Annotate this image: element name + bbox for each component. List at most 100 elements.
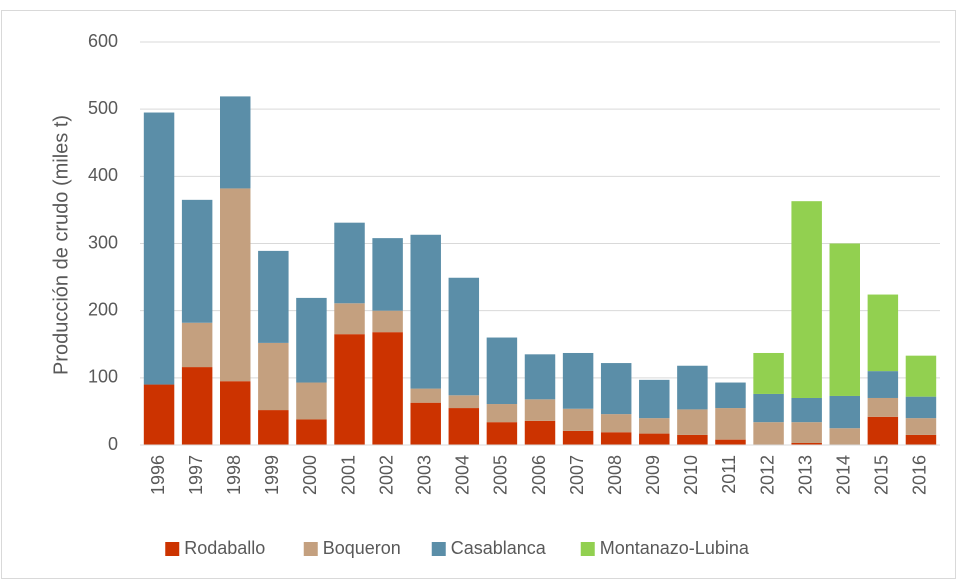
bar-segment	[524, 354, 556, 400]
x-tick-label: 2000	[300, 455, 320, 495]
bar-segment	[448, 395, 480, 409]
x-tick-label: 2004	[453, 455, 473, 495]
y-tick-label: 500	[88, 98, 118, 118]
bar-segment	[867, 397, 899, 417]
bar-segment	[372, 310, 403, 333]
bar-segment	[600, 363, 632, 415]
x-tick-label: 2011	[719, 455, 739, 494]
x-tick-label: 2012	[757, 455, 777, 495]
x-tick-label: 2014	[834, 455, 854, 495]
bar-segment	[220, 188, 251, 382]
bar-segment	[334, 303, 365, 335]
y-axis-title: Producción de crudo (miles t)	[50, 115, 72, 375]
x-tick-label: 2009	[643, 455, 663, 495]
x-tick-label: 2013	[795, 455, 815, 495]
bar-segment	[372, 332, 403, 445]
bar-segment	[905, 418, 937, 435]
bar-segment	[524, 420, 556, 445]
bar-segment	[600, 414, 632, 433]
legend-swatch	[580, 542, 595, 556]
bar-segment	[258, 342, 289, 411]
x-tick-label: 2001	[338, 455, 358, 495]
bar-segment	[410, 234, 441, 389]
bar-segment	[562, 430, 594, 445]
bar-segment	[677, 365, 708, 410]
legend-label: Rodaballo	[184, 538, 265, 558]
bar-segment	[867, 371, 899, 398]
bar-segment	[258, 250, 289, 343]
bar-segment	[867, 294, 899, 372]
bar-segment	[334, 334, 365, 445]
bar-segment	[296, 419, 327, 445]
bar-segment	[143, 112, 175, 385]
x-tick-label: 1998	[224, 455, 244, 495]
bar-segment	[486, 404, 518, 423]
y-tick-label: 400	[88, 165, 118, 185]
bar-segment	[829, 243, 860, 396]
legend-label: Montanazo-Lubina	[600, 538, 750, 558]
bar-segment	[905, 355, 937, 397]
bar-segment	[639, 433, 670, 445]
legend-swatch	[165, 542, 180, 556]
bar-segment	[562, 352, 594, 409]
bar-segment	[791, 422, 822, 443]
bar-segment	[181, 199, 213, 323]
bar-segment	[753, 352, 784, 394]
x-tick-label: 2003	[414, 455, 434, 495]
bar-segment	[905, 396, 937, 419]
bar-segment	[143, 384, 175, 445]
bar-segment	[258, 410, 289, 445]
x-tick-label: 1999	[262, 455, 282, 495]
x-tick-label: 2006	[529, 455, 549, 495]
bar-segment	[791, 397, 822, 423]
bar-segment	[448, 408, 480, 445]
bar-segment	[639, 418, 670, 434]
legend-label: Casablanca	[451, 538, 547, 558]
bar-segment	[791, 442, 822, 445]
legend-swatch	[303, 542, 318, 556]
bar-segment	[829, 395, 860, 429]
bar-segment	[715, 439, 746, 445]
bar-segment	[486, 337, 518, 405]
bar-segment	[220, 381, 251, 445]
bar-segment	[639, 379, 670, 419]
y-tick-label: 0	[108, 434, 118, 454]
bar-segment	[296, 297, 327, 383]
bar-segment	[829, 428, 860, 445]
x-tick-label: 2010	[681, 455, 701, 495]
bar-segment	[410, 388, 441, 403]
x-tick-label: 1997	[186, 455, 206, 495]
bar-segment	[410, 402, 441, 445]
legend-label: Boqueron	[323, 538, 401, 558]
legend-swatch	[431, 542, 446, 556]
x-tick-label: 2002	[376, 455, 396, 495]
x-tick-label: 2015	[872, 455, 892, 495]
bar-segment	[753, 393, 784, 423]
bar-segment	[181, 322, 213, 368]
x-tick-label: 1996	[148, 455, 168, 495]
bar-segment	[715, 382, 746, 409]
bar-segment	[677, 409, 708, 435]
bar-segment	[220, 96, 251, 189]
bar-segment	[715, 408, 746, 440]
x-tick-label: 2016	[910, 455, 930, 495]
bar-segment	[867, 416, 899, 445]
x-tick-label: 2005	[491, 455, 511, 495]
y-tick-label: 100	[88, 367, 118, 387]
bar-segment	[448, 277, 480, 396]
x-tick-label: 2008	[605, 455, 625, 495]
y-tick-label: 200	[88, 299, 118, 319]
bar-segment	[753, 422, 784, 445]
bar-segment	[905, 434, 937, 445]
y-tick-label: 600	[88, 31, 118, 51]
x-tick-label: 2007	[567, 455, 587, 495]
bar-segment	[296, 382, 327, 420]
bar-segment	[600, 432, 632, 445]
bar-segment	[562, 408, 594, 431]
y-tick-label: 300	[88, 232, 118, 252]
bar-segment	[334, 222, 365, 304]
bar-segment	[677, 434, 708, 445]
bar-segment	[791, 201, 822, 398]
